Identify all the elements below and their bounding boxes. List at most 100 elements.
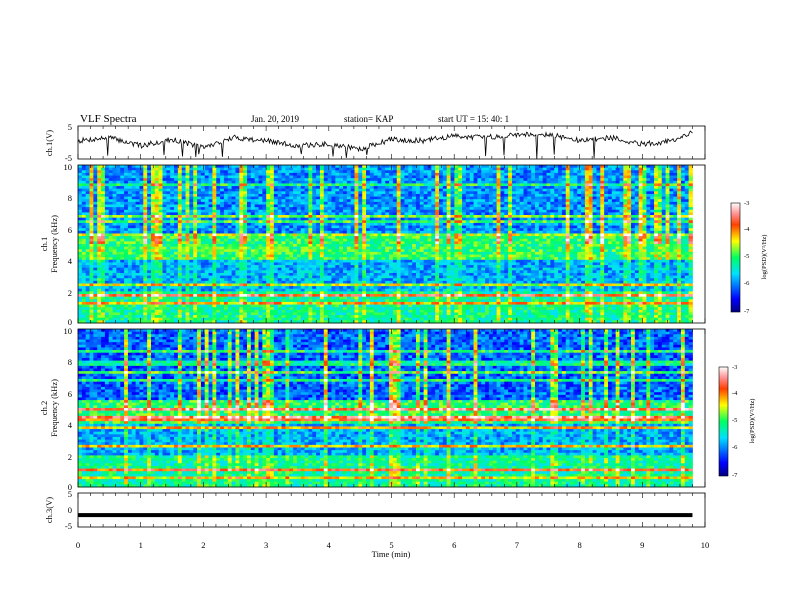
spectrogram-cell xyxy=(611,165,617,169)
spectrogram-cell xyxy=(85,201,90,205)
spectrogram-cell xyxy=(227,222,233,226)
spectrogram-cell xyxy=(116,193,121,197)
spectrogram-cell xyxy=(227,233,233,237)
spectrogram-cell xyxy=(500,241,505,245)
spectrogram-cell xyxy=(177,222,183,226)
spectrogram-cell xyxy=(243,207,248,211)
spectrogram-cell xyxy=(120,230,125,234)
spectrogram-cell xyxy=(335,175,340,179)
spectrogram-cell xyxy=(389,196,394,200)
spectrogram-cell xyxy=(254,172,259,176)
spectrogram-cell xyxy=(535,222,540,226)
spectrogram-cell xyxy=(339,233,344,237)
spectrogram-cell xyxy=(150,201,156,205)
spectrogram-cell xyxy=(158,199,163,203)
spectrogram-cell xyxy=(101,188,106,192)
spectrogram-cell xyxy=(665,217,670,221)
spectrogram-cell xyxy=(293,186,298,190)
spectrogram-cell xyxy=(450,207,455,211)
spectrogram-cell xyxy=(381,222,386,226)
spectrogram-cell xyxy=(477,204,482,208)
spectrogram-cell xyxy=(638,212,643,216)
spectrogram-cell xyxy=(273,207,279,211)
spectrogram-cell xyxy=(350,183,355,187)
spectrogram-cell xyxy=(220,201,225,205)
spectrogram-cell xyxy=(316,209,321,213)
spectrogram-cell xyxy=(323,244,329,248)
spectrogram-cell xyxy=(366,225,371,229)
spectrogram-cell xyxy=(177,191,183,195)
spectrogram-cell xyxy=(362,186,367,190)
spectrogram-cell xyxy=(477,233,482,237)
spectrogram-cell xyxy=(561,172,567,176)
spectrogram-cell xyxy=(389,238,394,242)
spectrogram-cell xyxy=(465,217,471,221)
spectrogram-cell xyxy=(561,241,567,245)
spectrogram-cell xyxy=(385,212,390,216)
spectrogram-cell xyxy=(634,207,640,211)
spectrogram-cell xyxy=(385,215,390,219)
spectrogram-cell xyxy=(435,188,440,192)
spectrogram-cell xyxy=(104,201,110,205)
spectrogram-cell xyxy=(308,191,313,195)
spectrogram-cell xyxy=(285,186,290,190)
spectrogram-cell xyxy=(300,188,305,192)
spectrogram-cell xyxy=(97,244,102,248)
spectrogram-cell xyxy=(465,233,471,237)
spectrogram-cell xyxy=(531,212,536,216)
spectrogram-cell xyxy=(419,196,425,200)
spectrogram-cell xyxy=(285,188,290,192)
spectrogram-cell xyxy=(135,220,140,224)
spectrogram-cell xyxy=(458,215,463,219)
spectrogram-cell xyxy=(227,196,233,200)
spectrogram-cell xyxy=(450,230,455,234)
spectrogram-cell xyxy=(412,217,417,221)
spectrogram-cell xyxy=(246,178,252,182)
spectrogram-cell xyxy=(611,238,617,242)
spectrogram-cell xyxy=(488,183,494,187)
spectrogram-cell xyxy=(346,191,352,195)
spectrogram-cell xyxy=(346,244,352,248)
spectrogram-cell xyxy=(212,167,217,171)
spectrogram-cell xyxy=(642,167,647,171)
spectrogram-cell xyxy=(174,233,179,237)
spectrogram-cell xyxy=(308,244,313,248)
spectrogram-cell xyxy=(312,204,317,208)
spectrogram-cell xyxy=(235,199,240,203)
spectrogram-cell xyxy=(450,241,455,245)
spectrogram-cell xyxy=(408,222,413,226)
spectrogram-cell xyxy=(488,215,494,219)
spectrogram-cell xyxy=(273,215,279,219)
spectrogram-cell xyxy=(427,193,432,197)
spectrogram-cell xyxy=(454,193,459,197)
spectrogram-cell xyxy=(235,207,240,211)
spectrogram-cell xyxy=(500,207,505,211)
spectrogram-cell xyxy=(619,212,624,216)
spectrogram-cell xyxy=(519,225,524,229)
spectrogram-cell xyxy=(677,209,682,213)
spectrogram-cell xyxy=(316,236,321,240)
spectrogram-cell xyxy=(104,191,110,195)
spectrogram-cell xyxy=(319,186,325,190)
spectrogram-cell xyxy=(293,188,298,192)
spectrogram-cell xyxy=(634,201,640,205)
spectrogram-cell xyxy=(677,188,682,192)
spectrogram-cell xyxy=(554,215,559,219)
spectrogram-cell xyxy=(316,188,321,192)
spectrogram-cell xyxy=(369,175,375,179)
spectrogram-cell xyxy=(646,165,651,169)
spectrogram-cell xyxy=(78,225,83,229)
spectrogram-cell xyxy=(147,207,152,211)
spectrogram-cell xyxy=(561,220,567,224)
spectrogram-cell xyxy=(350,193,355,197)
spectrogram-cell xyxy=(442,209,448,213)
spectrogram-cell xyxy=(101,225,106,229)
spectrogram-cell xyxy=(392,188,398,192)
spectrogram-cell xyxy=(442,191,448,195)
spectrogram-cell xyxy=(93,183,98,187)
spectrogram-cell xyxy=(166,201,171,205)
spectrogram-cell xyxy=(293,183,298,187)
spectrogram-cell xyxy=(385,201,390,205)
spectrogram-cell xyxy=(177,201,183,205)
spectrogram-cell xyxy=(177,236,183,240)
